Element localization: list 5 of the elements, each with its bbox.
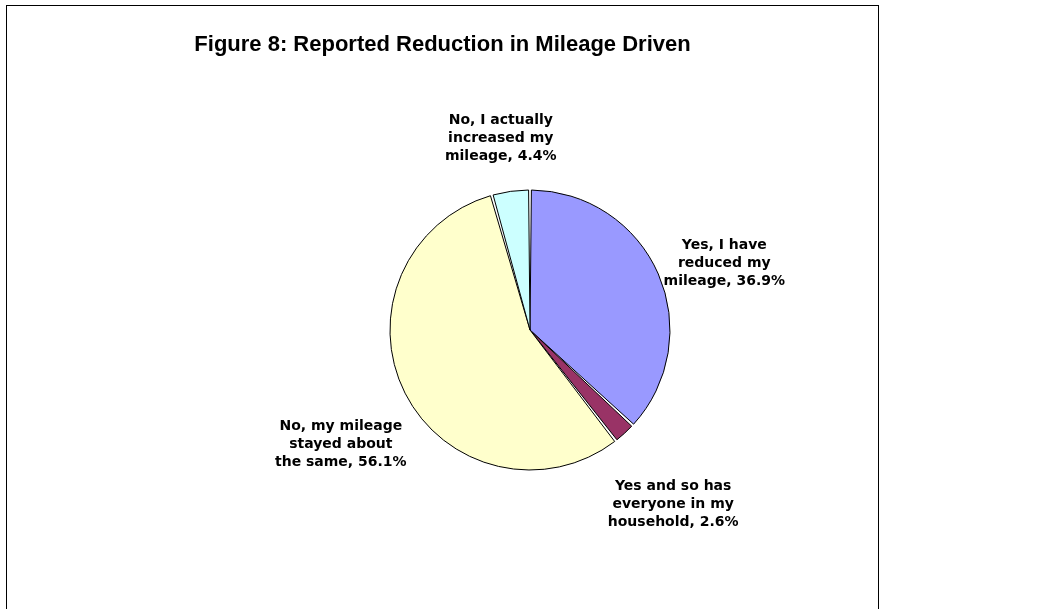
slice-label: No, my mileage stayed about the same, 56.1% xyxy=(274,416,407,469)
chart-title: Figure 8: Reported Reduction in Mileage Driven xyxy=(194,31,691,56)
slice-label: No, I actually increased my mileage, 4.4% xyxy=(444,111,557,164)
slice-label: Yes and so has everyone in my household, 2.6% xyxy=(607,477,739,530)
slice-label: Yes, I have reduced my mileage, 36.9% xyxy=(663,236,785,289)
